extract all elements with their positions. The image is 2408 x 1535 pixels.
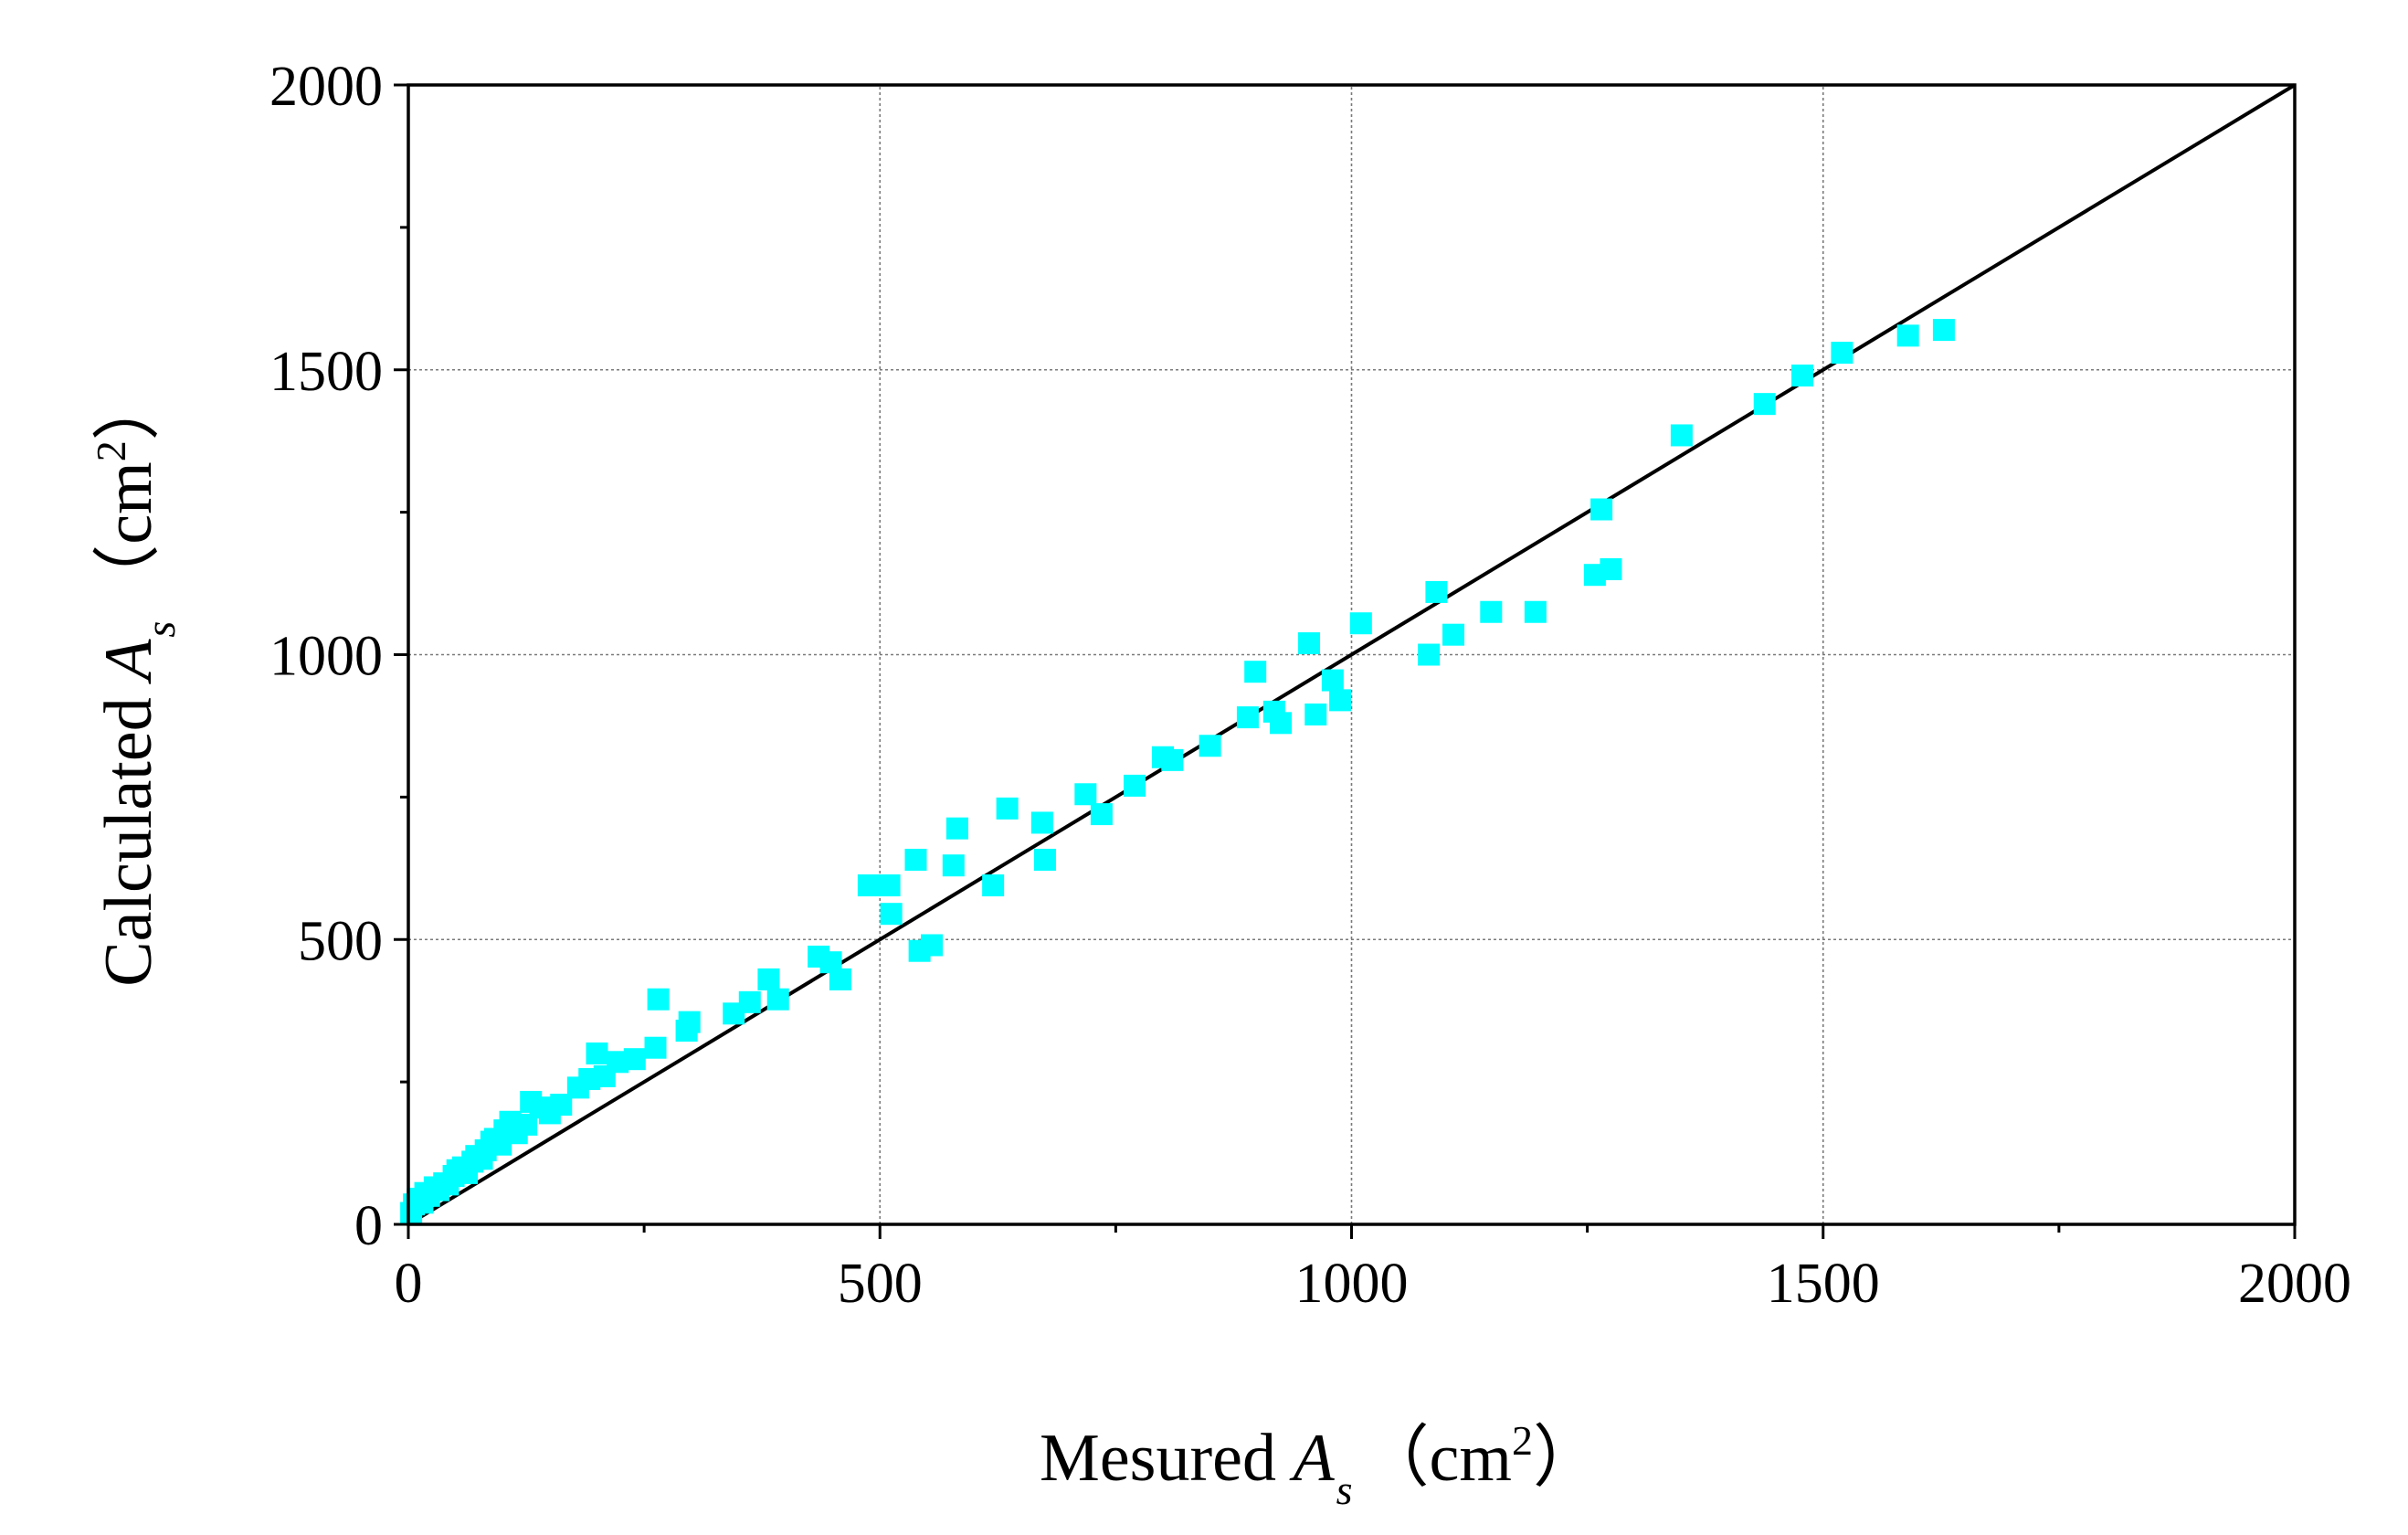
ticks <box>394 83 2297 1239</box>
data-point <box>880 903 903 926</box>
data-point <box>1590 498 1613 521</box>
data-point <box>1124 774 1146 797</box>
y-tick-label: 0 <box>354 1195 383 1257</box>
data-point <box>1442 623 1465 646</box>
x-tick-label: 0 <box>395 1253 423 1315</box>
y-tick-label: 2000 <box>269 56 383 118</box>
data-point <box>904 848 927 871</box>
data-point <box>1896 324 1919 347</box>
data-point <box>644 1036 667 1059</box>
tick-labels: 0 500 1000 1500 2000 0 500 1000 1500 2000 <box>269 56 2351 1315</box>
data-point <box>1199 735 1221 757</box>
data-point <box>623 1048 646 1071</box>
y-axis-title-unit-power: 2 <box>88 440 134 461</box>
data-point <box>678 1011 701 1033</box>
x-tick-label: 1000 <box>1295 1253 1409 1315</box>
data-point <box>1033 848 1056 871</box>
data-point <box>1298 632 1321 655</box>
data-point <box>1030 811 1053 834</box>
y-axis-title-prefix: Calculated <box>91 681 166 987</box>
x-tick-label: 500 <box>838 1253 923 1315</box>
data-point <box>738 990 761 1013</box>
y-axis-title-unit-close: ） <box>91 373 166 440</box>
x-axis-title-unit-power: 2 <box>1512 1417 1533 1464</box>
x-axis-title: Mesured As （cm2） <box>1040 1417 1600 1513</box>
data-point <box>1161 748 1184 771</box>
x-axis-title-subscript: s <box>1336 1466 1353 1513</box>
data-point <box>945 817 968 840</box>
data-point <box>1600 557 1622 580</box>
data-point <box>647 988 670 1011</box>
data-point <box>1304 703 1327 725</box>
data-point <box>982 874 1005 897</box>
data-point <box>1321 669 1344 692</box>
y-axis-title-symbol: A <box>91 639 166 685</box>
data-points <box>400 319 1955 1224</box>
data-point <box>586 1042 608 1064</box>
data-point <box>1236 706 1259 729</box>
data-point <box>1753 393 1776 416</box>
data-point <box>996 797 1019 820</box>
data-point <box>1090 803 1113 826</box>
data-point <box>857 874 880 897</box>
data-point <box>757 968 780 990</box>
y-axis-title-unit: （cm <box>91 461 166 611</box>
reference-line <box>407 83 2297 1226</box>
data-point <box>1670 424 1693 447</box>
data-point <box>1418 643 1441 666</box>
y-tick-label: 500 <box>298 910 383 972</box>
data-point <box>1270 712 1293 735</box>
data-point <box>1244 661 1267 683</box>
data-point <box>921 934 944 957</box>
data-point <box>1329 689 1352 712</box>
x-axis-title-unit-close: ） <box>1533 1421 1600 1496</box>
data-point <box>878 874 901 897</box>
data-point <box>1791 364 1814 386</box>
x-axis-title-unit: （cm <box>1362 1421 1512 1496</box>
x-axis-title-prefix: Mesured <box>1040 1421 1293 1496</box>
data-point <box>1932 319 1955 342</box>
data-point <box>1425 580 1448 603</box>
data-point <box>829 968 851 990</box>
data-point <box>1480 600 1503 623</box>
y-tick-label: 1500 <box>269 341 383 403</box>
data-point <box>1524 600 1547 623</box>
x-tick-label: 1500 <box>1767 1253 1880 1315</box>
data-point <box>942 854 965 877</box>
x-axis-title-symbol: A <box>1288 1421 1335 1496</box>
y-axis-title-subscript: s <box>137 621 184 638</box>
y-axis-title: Calculated As （cm2） <box>88 373 184 986</box>
y-tick-label: 1000 <box>269 626 383 688</box>
data-point <box>1074 783 1097 806</box>
data-point <box>1831 342 1854 365</box>
data-point <box>1349 612 1372 635</box>
x-tick-label: 2000 <box>2238 1253 2351 1315</box>
reference-line-layer <box>407 83 2297 1226</box>
data-point <box>766 988 789 1011</box>
